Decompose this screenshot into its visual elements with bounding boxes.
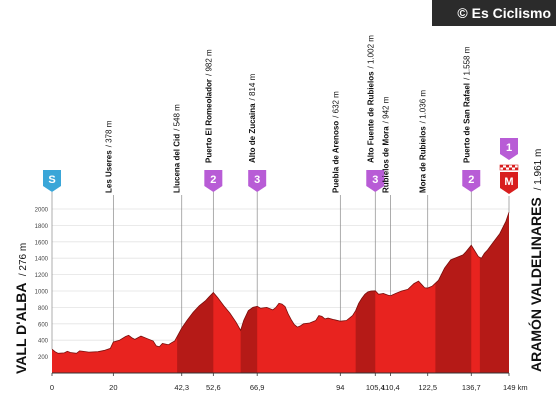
start-label: VALL D'ALBA / 276 m xyxy=(13,243,29,374)
point-name: Puebla de Arenoso xyxy=(331,121,340,193)
x-tick-label: 66,9 xyxy=(250,383,265,392)
point-label: Rubielos de Mora / 942 m xyxy=(382,96,391,193)
y-tick-label: 1800 xyxy=(35,224,49,230)
category-badge-text: 2 xyxy=(210,174,216,186)
y-tick-label: 1600 xyxy=(35,240,49,246)
point-label: Puebla de Arenoso / 632 m xyxy=(331,91,340,193)
category-badge-text: 3 xyxy=(372,174,378,186)
finish-check xyxy=(515,167,518,170)
category-badge-text: 3 xyxy=(254,174,260,186)
category-badge: 3 xyxy=(366,170,385,192)
profile-area xyxy=(51,212,510,373)
y-tick-label: 1000 xyxy=(35,290,49,296)
finish-badge: M xyxy=(500,172,518,194)
point-altitude: / 814 m xyxy=(248,73,257,100)
point-altitude: / 1.558 m xyxy=(462,46,471,80)
finish-climb-badge-text: 1 xyxy=(506,142,512,154)
point-altitude: / 632 m xyxy=(331,91,340,118)
x-tick-label: 94 xyxy=(336,383,344,392)
category-badge: 3 xyxy=(248,170,267,192)
y-tick-labels: 200 400 600 800 1000 1200 1400 1600 1800 2000 xyxy=(35,208,49,362)
point-markers: S 2 3 3 2 M 1 xyxy=(43,138,519,194)
y-tick-label: 1200 xyxy=(35,273,49,279)
point-name: Puerto El Romeolador xyxy=(204,79,213,163)
category-badge-text: 2 xyxy=(468,174,474,186)
point-label: Llucena del Cid / 548 m xyxy=(173,104,182,193)
climb-segment xyxy=(479,212,509,373)
y-tick-label: 800 xyxy=(38,306,49,312)
category-badge-shape xyxy=(204,170,223,192)
side-labels: VALL D'ALBA / 276 m ARAMÓN VALDELINARES … xyxy=(13,149,544,374)
finish-check xyxy=(506,165,509,168)
category-badge: 2 xyxy=(462,170,481,192)
y-tick-label: 1400 xyxy=(35,257,49,263)
point-altitude: / 942 m xyxy=(382,96,391,123)
finish-name: ARAMÓN VALDELINARES xyxy=(527,197,544,372)
category-badge: 2 xyxy=(204,170,223,192)
y-tick-label: 400 xyxy=(38,339,49,345)
point-altitude: / 378 m xyxy=(104,120,113,147)
point-guide-lines xyxy=(51,190,510,350)
point-altitude: / 548 m xyxy=(173,104,182,131)
point-label: Puerto de San Rafael / 1.558 m xyxy=(462,46,471,163)
climb-segment xyxy=(355,290,376,373)
point-name: Mora de Rubielos xyxy=(419,126,428,193)
point-altitude: / 1.002 m xyxy=(366,35,375,69)
x-tick-label: 42,3 xyxy=(174,383,189,392)
x-tick-label: 52,6 xyxy=(206,383,221,392)
point-name: Rubielos de Mora xyxy=(382,126,391,193)
category-badge-shape xyxy=(462,170,481,192)
point-name: Alto de Zucaina xyxy=(248,103,257,163)
point-name: Alto Fuente de Rubielos xyxy=(366,71,375,163)
y-tick-label: 200 xyxy=(38,355,49,361)
point-name: Les Useres xyxy=(104,150,113,193)
climb-segment xyxy=(435,245,472,373)
point-label: Mora de Rubielos / 1.036 m xyxy=(419,90,428,193)
y-tick-label: 600 xyxy=(38,322,49,328)
watermark-banner xyxy=(432,0,556,26)
finish-check xyxy=(500,165,503,168)
climb-segment xyxy=(177,292,214,373)
point-label: Alto de Zucaina / 814 m xyxy=(248,73,257,163)
start-altitude: / 276 m xyxy=(18,243,29,276)
finish-check xyxy=(503,167,506,170)
x-tick-label: 0 xyxy=(50,383,54,392)
x-tick-label: 136,7 xyxy=(462,383,481,392)
x-tick-label: 149 km xyxy=(503,383,528,392)
climb-segment xyxy=(240,306,258,373)
finish-check xyxy=(512,165,515,168)
point-altitude: / 982 m xyxy=(204,49,213,76)
finish-badge-shape xyxy=(500,172,518,194)
start-badge: S xyxy=(43,170,61,192)
profile-outline xyxy=(51,212,510,354)
point-name: Llucena del Cid xyxy=(173,134,182,193)
category-badge-shape xyxy=(248,170,267,192)
profile-fill xyxy=(52,212,509,373)
y-tick-label: 2000 xyxy=(35,208,49,214)
finish-check xyxy=(509,167,512,170)
watermark-text: © Es Ciclismo xyxy=(457,5,551,21)
category-badge-shape xyxy=(366,170,385,192)
x-tick-label: 122,5 xyxy=(418,383,437,392)
point-name: Puerto de San Rafael xyxy=(462,83,471,163)
point-label: Puerto El Romeolador / 982 m xyxy=(204,49,213,163)
start-badge-text: S xyxy=(48,174,55,186)
finish-label: ARAMÓN VALDELINARES / 1.961 m xyxy=(527,149,544,372)
start-name: VALL D'ALBA xyxy=(13,283,29,374)
x-tick-label: 20 xyxy=(109,383,117,392)
x-tick-label: 105,4 xyxy=(366,383,385,392)
x-tick-label: 110,4 xyxy=(382,383,400,392)
start-badge-shape xyxy=(43,170,61,192)
point-label: Les Useres / 378 m xyxy=(104,120,113,193)
point-altitude: / 1.036 m xyxy=(419,90,428,124)
finish-altitude: / 1.961 m xyxy=(533,149,544,191)
point-labels: Les Useres / 378 m Llucena del Cid / 548 m P… xyxy=(104,35,471,193)
point-label: Alto Fuente de Rubielos / 1.002 m xyxy=(366,35,375,163)
finish-climb-badge: 1 xyxy=(500,138,518,160)
finish-climb-badge-shape xyxy=(500,138,518,160)
finish-badge-text: M xyxy=(504,176,513,188)
